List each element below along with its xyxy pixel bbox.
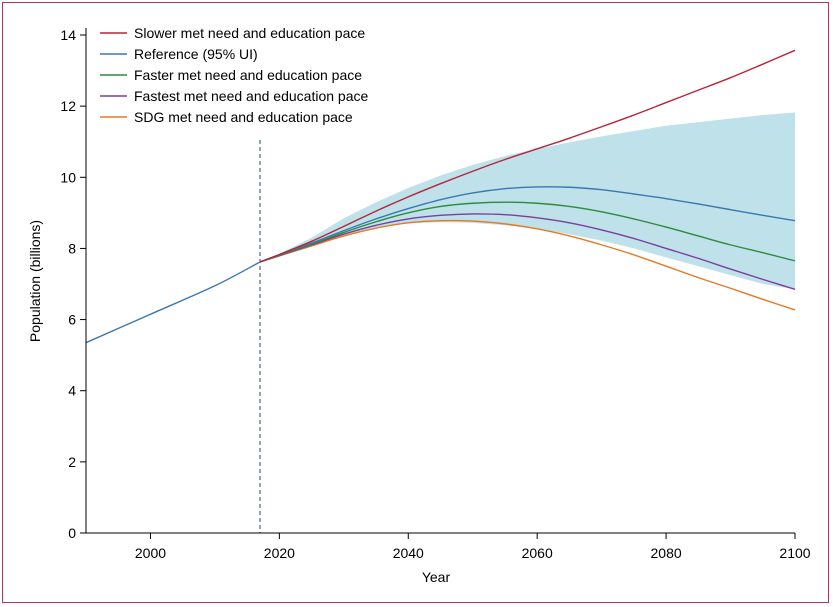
y-ticks: 0 2 4 6 8 10 12 14 bbox=[60, 27, 86, 541]
y-tick-label: 6 bbox=[68, 312, 76, 328]
legend-label-1: Slower met need and education pace bbox=[134, 25, 365, 41]
x-tick-label: 2040 bbox=[393, 545, 424, 561]
y-tick-label: 0 bbox=[68, 525, 76, 541]
legend-label-4: Fastest met need and education pace bbox=[134, 88, 368, 104]
x-tick-label: 2000 bbox=[135, 545, 166, 561]
y-tick-label: 12 bbox=[60, 98, 76, 114]
legend-label-2: Reference (95% UI) bbox=[134, 46, 258, 62]
band-layer bbox=[260, 112, 795, 290]
y-tick-label: 4 bbox=[68, 383, 76, 399]
uncertainty-band bbox=[260, 112, 795, 290]
x-tick-label: 2100 bbox=[779, 545, 810, 561]
series-line-1 bbox=[259, 49, 796, 263]
legend-label-5: SDG met need and education pace bbox=[134, 109, 353, 125]
x-tick-label: 2020 bbox=[264, 545, 295, 561]
y-axis-title: Population (billions) bbox=[27, 220, 43, 342]
series-line-4 bbox=[259, 213, 796, 291]
x-axis-title: Year bbox=[422, 569, 451, 585]
series-line-5 bbox=[259, 219, 796, 311]
y-tick-label: 10 bbox=[60, 169, 76, 185]
series-line-2 bbox=[259, 186, 796, 263]
series-layer bbox=[85, 49, 796, 344]
x-tick-label: 2060 bbox=[522, 545, 553, 561]
legend-label-3: Faster met need and education pace bbox=[134, 67, 362, 83]
series-line-3 bbox=[259, 201, 796, 263]
y-tick-label: 14 bbox=[60, 27, 76, 43]
x-tick-label: 2080 bbox=[651, 545, 682, 561]
y-tick-label: 8 bbox=[68, 240, 76, 256]
y-tick-label: 2 bbox=[68, 454, 76, 470]
legend: Slower met need and education pace Refere… bbox=[100, 25, 368, 125]
series-line-history bbox=[85, 261, 261, 344]
x-ticks: 2000 2020 2040 2060 2080 2100 bbox=[135, 533, 811, 561]
axes-layer bbox=[85, 28, 795, 534]
